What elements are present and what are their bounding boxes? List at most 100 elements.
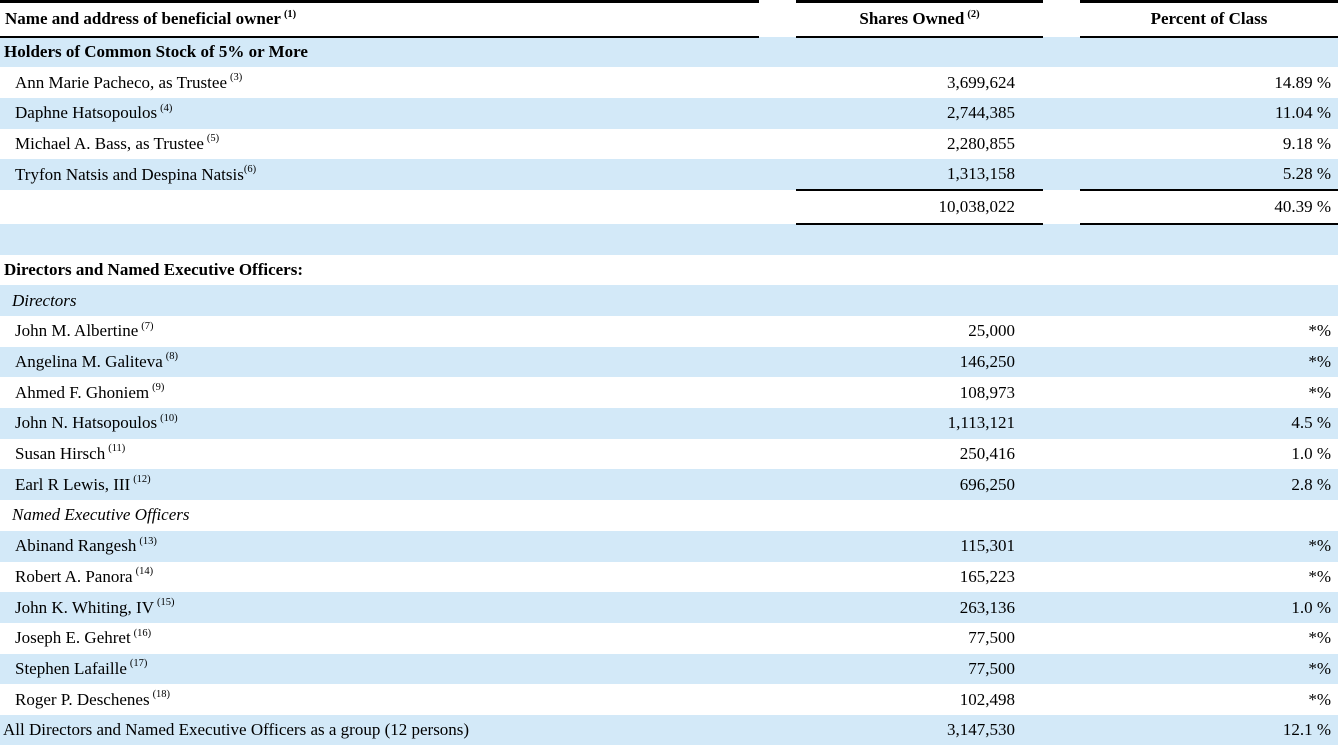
owner-name-cell: Tryfon Natsis and Despina Natsis(6): [0, 159, 759, 190]
column-gap: [1043, 2, 1080, 37]
column-gap: [759, 715, 796, 745]
column-gap: [1043, 469, 1080, 500]
table-row-subtotal: 10,038,022 40.39 %: [0, 188, 1338, 225]
table-row-section: Directors and Named Executive Officers:: [0, 255, 1338, 286]
owner-name-cell: Holders of Common Stock of 5% or More: [0, 37, 759, 68]
owner-name-label: John N. Hatsopoulos: [15, 413, 158, 433]
percent-of-class-cell: *%: [1308, 566, 1331, 586]
owner-name-label: Named Executive Officers: [12, 505, 190, 525]
column-gap: [1043, 159, 1080, 190]
footnote-ref: (3): [230, 71, 243, 83]
percent-of-class-cell: *%: [1308, 382, 1331, 402]
column-gap: [759, 439, 796, 470]
column-gap: [1043, 408, 1080, 439]
column-gap: [1043, 500, 1080, 531]
column-gap: [759, 408, 796, 439]
owner-name-cell: Robert A. Panora (14): [0, 562, 759, 593]
owner-name-cell: Named Executive Officers: [0, 500, 759, 531]
shares-owned-cell: 10,038,022: [796, 188, 1043, 225]
percent-of-class-cell: 11.04 %: [1274, 103, 1331, 123]
owner-name-label: Angelina M. Galiteva: [15, 352, 163, 372]
table-body: Holders of Common Stock of 5% or More Ann…: [0, 36, 1338, 745]
table-row-holder: Earl R Lewis, III (12) 696,250 2.8 %: [0, 469, 1338, 501]
shares-owned-cell: 2,744,385: [947, 103, 1015, 123]
percent-of-class-cell: *%: [1308, 321, 1331, 341]
table-row-holder: John N. Hatsopoulos (10) 1,113,121 4.5 %: [0, 408, 1338, 439]
column-gap: [759, 562, 796, 593]
column-gap: [1043, 684, 1080, 715]
column-gap: [759, 592, 796, 623]
owner-name-label: Susan Hirsch: [15, 444, 106, 464]
shares-owned-cell: [796, 500, 1043, 531]
percent-of-class-cell: [1080, 37, 1338, 68]
table-row-subheader: Named Executive Officers: [0, 500, 1338, 531]
table-row-section: Holders of Common Stock of 5% or More: [0, 36, 1338, 68]
column-gap: [759, 500, 796, 531]
footnote-ref: (10): [160, 412, 178, 424]
table-row-holder: Susan Hirsch (11) 250,416 1.0 %: [0, 439, 1338, 470]
column-gap: [759, 2, 796, 37]
footnote-ref: (18): [152, 688, 171, 700]
owner-name-cell: Joseph E. Gehret (16): [0, 623, 759, 654]
shares-owned-cell: 1,113,121: [947, 413, 1015, 433]
footnote-ref: (7): [141, 320, 154, 332]
shares-owned-cell: [796, 255, 1043, 286]
footnote-ref: (5): [206, 133, 220, 145]
percent-of-class-cell: 14.89 %: [1274, 72, 1331, 92]
owner-name-cell: Directors and Named Executive Officers:: [0, 255, 759, 286]
table-row-holder: John M. Albertine (7) 25,000 *%: [0, 316, 1338, 347]
table-row-holder: Ann Marie Pacheco, as Trustee (3) 3,699,62…: [0, 67, 1338, 98]
column-gap: [1043, 347, 1080, 378]
shares-owned-cell: 250,416: [959, 444, 1015, 464]
column-gap: [759, 377, 796, 408]
owner-name-cell: Daphne Hatsopoulos (4): [0, 98, 759, 129]
owner-name-label: All Directors and Named Executive Office…: [3, 720, 470, 740]
table-row-holder: Joseph E. Gehret (16) 77,500 *%: [0, 623, 1338, 654]
column-gap: [759, 224, 796, 255]
owner-name-cell: Roger P. Deschenes (18): [0, 684, 759, 715]
table-header-row: Name and address of beneficial owner (1) …: [0, 0, 1338, 38]
owner-name-label: Stephen Lafaille: [15, 658, 127, 678]
column-gap: [1043, 255, 1080, 286]
column-gap: [1043, 654, 1080, 685]
column-gap: [1043, 562, 1080, 593]
shares-owned-cell: 3,147,530: [947, 720, 1015, 740]
column-gap: [1043, 439, 1080, 470]
owner-name-cell: Directors: [0, 285, 759, 316]
owner-name-cell: Ahmed F. Ghoniem (9): [0, 377, 759, 408]
table-row-holder: Daphne Hatsopoulos (4) 2,744,385 11.04 %: [0, 97, 1338, 129]
table-row-holder: Stephen Lafaille (17) 77,500 *%: [0, 653, 1338, 685]
owner-name-label: Ahmed F. Ghoniem: [15, 382, 150, 402]
column-gap: [759, 469, 796, 500]
shares-owned-cell: 2,280,855: [947, 133, 1015, 153]
column-gap: [1043, 316, 1080, 347]
owner-name-cell: Ann Marie Pacheco, as Trustee (3): [0, 67, 759, 98]
column-gap: [759, 347, 796, 378]
footnote-ref: (14): [135, 566, 154, 578]
owner-name-label: Directors: [12, 290, 77, 310]
percent-of-class-cell: 4.5 %: [1291, 413, 1331, 433]
column-header-name: Name and address of beneficial owner (1): [0, 0, 759, 38]
column-header-percent: Percent of Class: [1080, 0, 1338, 38]
column-gap: [759, 37, 796, 68]
owner-name-cell: [0, 224, 759, 255]
footnote-ref: (4): [160, 102, 173, 114]
percent-of-class-cell: *%: [1308, 628, 1331, 648]
column-gap: [1043, 592, 1080, 623]
column-gap: [759, 159, 796, 190]
percent-of-class-cell: [1080, 224, 1338, 255]
footnote-ref: (16): [133, 627, 152, 639]
table-row-empty: [0, 223, 1338, 255]
column-gap: [759, 190, 796, 224]
owner-name-cell: John K. Whiting, IV (15): [0, 592, 759, 623]
percent-of-class-cell: [1080, 255, 1338, 286]
table-row-group: All Directors and Named Executive Office…: [0, 714, 1338, 745]
shares-owned-cell: 1,313,158: [947, 164, 1015, 184]
table-row-holder: Tryfon Natsis and Despina Natsis(6) 1,313…: [0, 159, 1338, 190]
percent-of-class-cell: 9.18 %: [1282, 133, 1331, 153]
percent-of-class-cell: 1.0 %: [1291, 444, 1331, 464]
owner-name-cell: Stephen Lafaille (17): [0, 654, 759, 685]
column-gap: [759, 531, 796, 562]
shares-owned-cell: 165,223: [959, 566, 1015, 586]
owner-name-label: Roger P. Deschenes: [15, 689, 150, 709]
